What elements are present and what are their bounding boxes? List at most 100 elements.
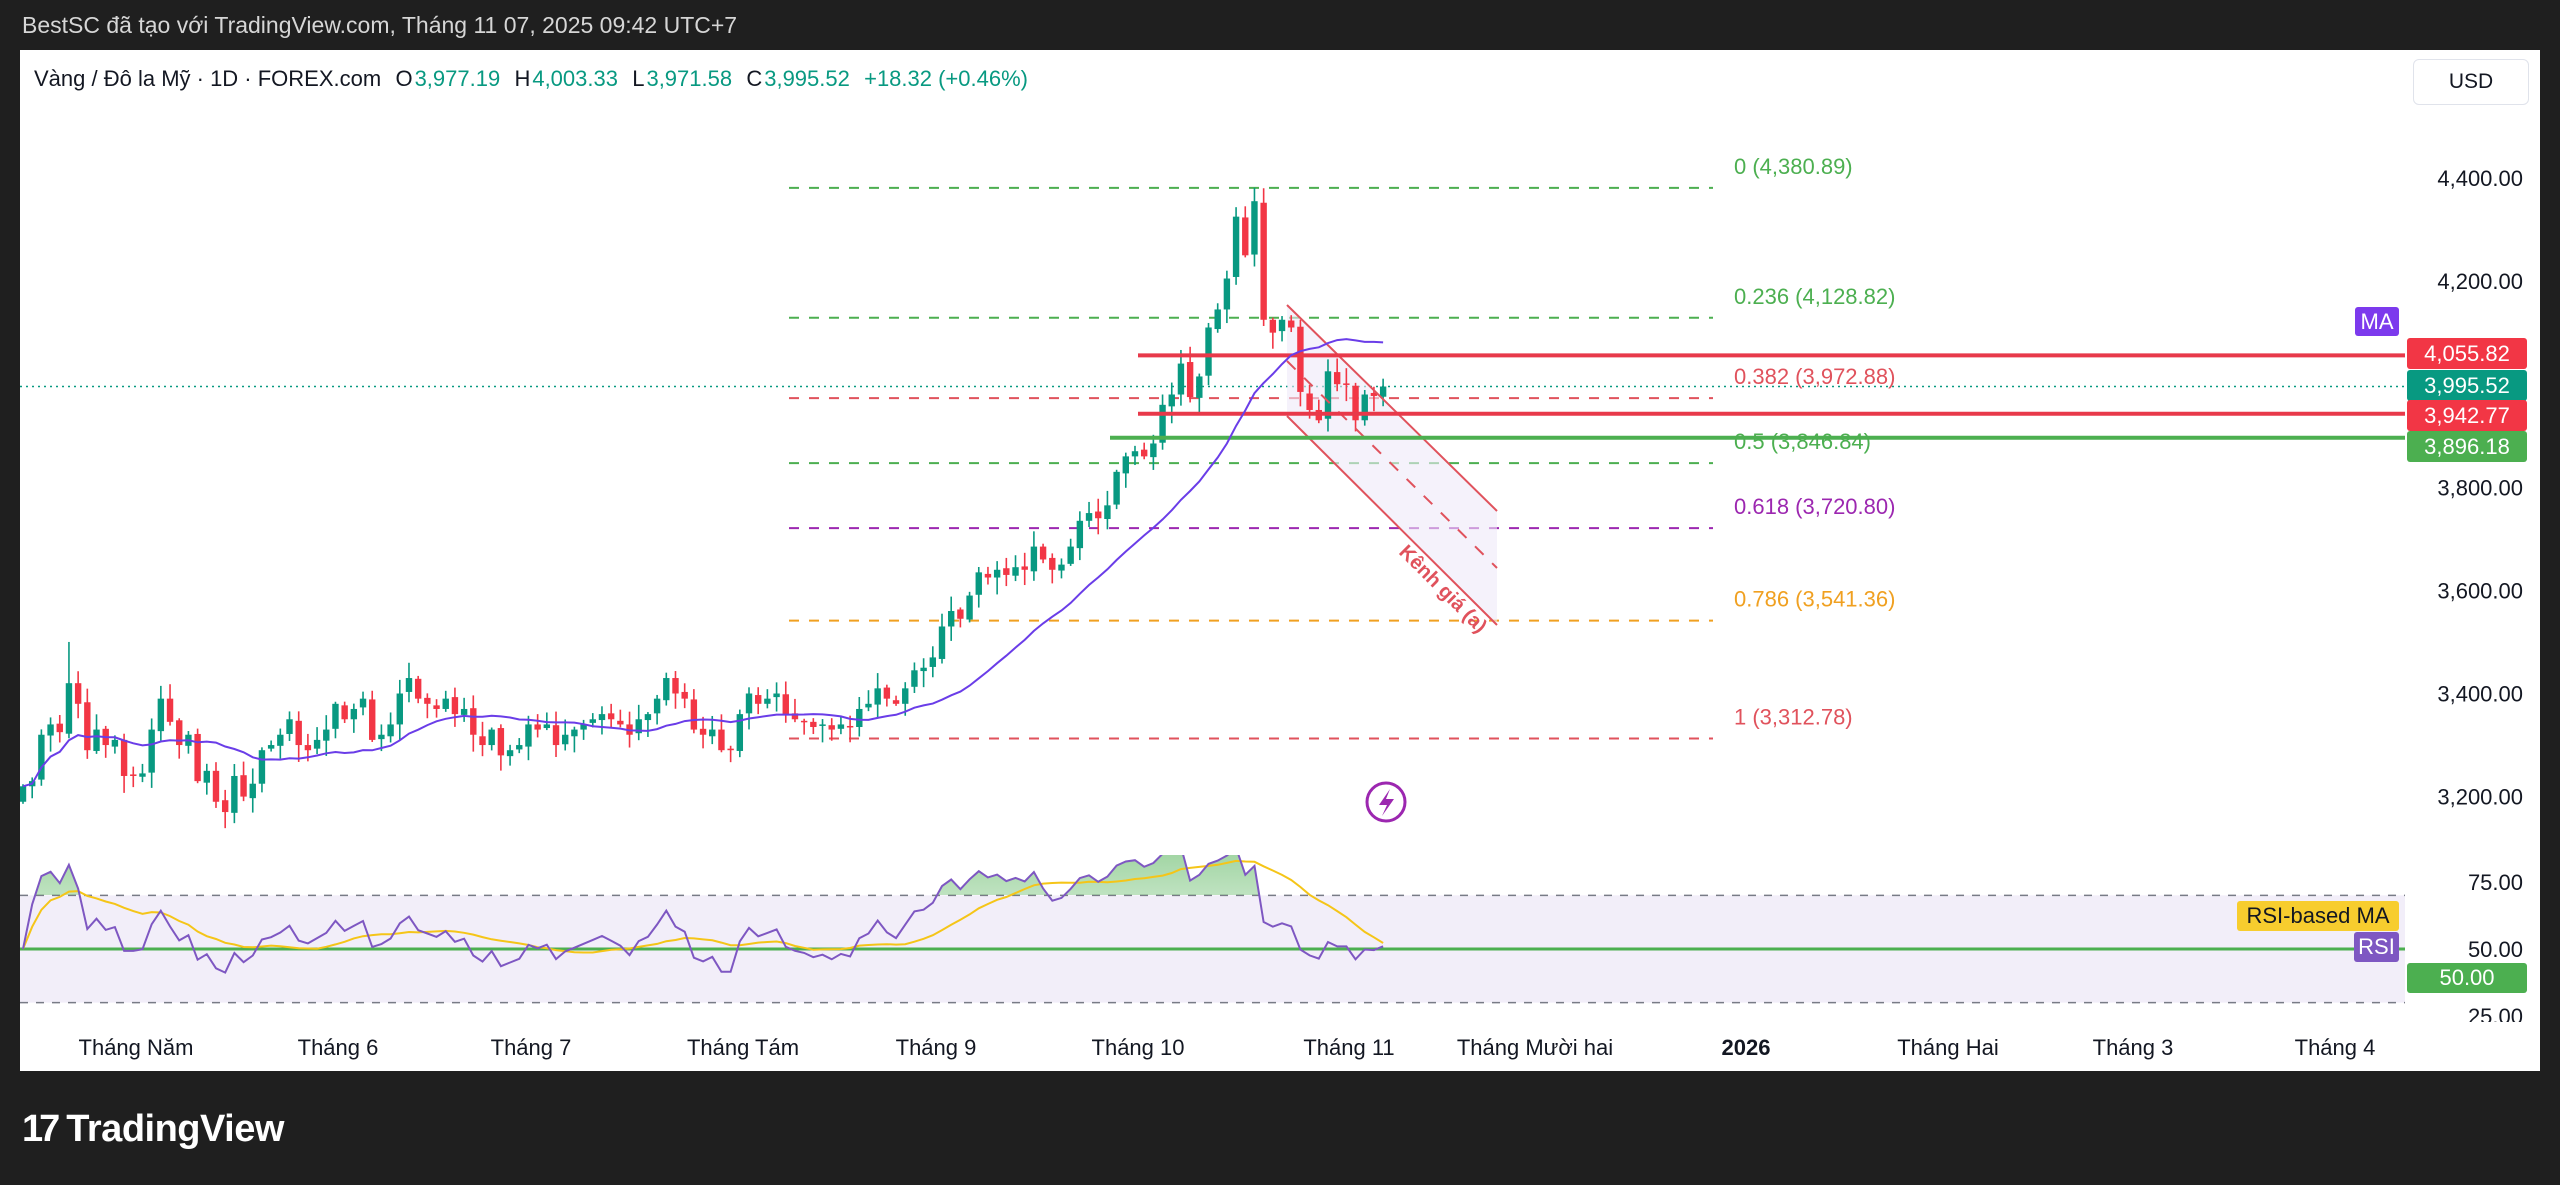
- candle-body: [525, 724, 532, 747]
- candle-body: [699, 728, 707, 735]
- chart-caption: BestSC đã tạo với TradingView.com, Tháng…: [22, 12, 738, 38]
- ma-badge: MA: [2355, 307, 2399, 336]
- candles: [20, 187, 1387, 829]
- candle-body: [433, 705, 440, 709]
- time-axis-label: Tháng 10: [1092, 1035, 1185, 1060]
- candle-body: [258, 750, 266, 784]
- candle-body: [166, 698, 174, 722]
- candle-body: [1343, 383, 1350, 385]
- candle-body: [47, 724, 54, 736]
- candle-body: [571, 729, 578, 737]
- candle-body: [681, 691, 688, 699]
- candle-body: [920, 667, 927, 672]
- candle-body: [819, 724, 826, 726]
- candle-body: [782, 694, 789, 715]
- tradingview-logo[interactable]: 17 TradingView: [22, 1108, 284, 1151]
- candle-body: [1196, 376, 1203, 398]
- candle-body: [800, 720, 808, 723]
- candle-body: [332, 703, 339, 729]
- candle-body: [1058, 564, 1065, 571]
- candle-body: [984, 573, 992, 578]
- candle-body: [1168, 394, 1175, 407]
- candle-body: [580, 724, 587, 730]
- axis-mask: [2406, 1022, 2540, 1036]
- candle-body: [957, 609, 964, 619]
- candle-body: [359, 698, 367, 708]
- price-axis-label: 3,200.00: [2437, 785, 2523, 810]
- candle-body: [65, 683, 73, 734]
- candle-body: [975, 572, 982, 595]
- candle-body: [470, 708, 477, 735]
- candle-body: [74, 683, 82, 704]
- candle-body: [369, 699, 376, 740]
- rsi-overbought-fill: [35, 855, 1260, 895]
- low-label: L: [632, 66, 645, 91]
- candle-body: [883, 687, 891, 699]
- candle-body: [1030, 546, 1038, 572]
- candle-body: [93, 729, 100, 751]
- fib-level-label: 0.382 (3,972.88): [1734, 364, 1895, 389]
- price-axis-label: 4,200.00: [2437, 269, 2523, 294]
- candle-body: [966, 595, 973, 620]
- candle-body: [1104, 505, 1111, 520]
- time-axis-label: Tháng 3: [2093, 1035, 2174, 1060]
- candle-body: [1324, 371, 1332, 419]
- fib-level-label: 0.236 (4,128.82): [1734, 284, 1895, 309]
- price-channel-upper: [1286, 304, 1498, 512]
- candle-body: [690, 699, 698, 730]
- candle-body: [350, 708, 358, 720]
- candle-body: [1159, 404, 1166, 443]
- candle-body: [1251, 201, 1258, 255]
- candle-body: [892, 700, 900, 704]
- price-channel-lower: [1286, 415, 1498, 626]
- candle-body: [341, 705, 348, 720]
- candle-body: [313, 739, 321, 749]
- candle-body: [157, 698, 165, 732]
- currency-button[interactable]: USD: [2413, 59, 2529, 105]
- moving-average-line: [22, 338, 1384, 788]
- fib-level-label: 0 (4,380.89): [1734, 154, 1853, 179]
- candle-body: [534, 724, 541, 730]
- candle-body: [203, 770, 210, 783]
- symbol-legend: Vàng / Đô la Mỹ · 1D · FOREX.com O3,977.…: [34, 66, 1030, 92]
- candle-body: [1131, 451, 1139, 457]
- last-price-badge: 3,995.52: [2407, 370, 2527, 401]
- candle-body: [828, 725, 835, 730]
- candle-body: [378, 734, 385, 740]
- candle-body: [911, 670, 918, 687]
- candle-body: [552, 725, 560, 746]
- fib-level-label: 0.5 (3,846.84): [1734, 429, 1871, 454]
- time-axis-label: Tháng 4: [2295, 1035, 2376, 1060]
- rsi-pane: [20, 855, 2405, 1004]
- candle-body: [929, 657, 937, 667]
- candle-body: [56, 723, 63, 733]
- candle-body: [479, 736, 486, 746]
- candle-body: [562, 734, 569, 745]
- candle-body: [745, 693, 753, 714]
- symbol-title[interactable]: Vàng / Đô la Mỹ · 1D · FOREX.com: [34, 66, 382, 91]
- candle-body: [405, 678, 413, 692]
- candle-body: [1085, 513, 1093, 521]
- candle-body: [1012, 567, 1019, 576]
- candle-body: [672, 678, 679, 694]
- candle-body: [1186, 362, 1194, 398]
- candle-body: [414, 678, 422, 699]
- time-axis-label: Tháng Mười hai: [1457, 1035, 1613, 1060]
- candle-body: [607, 713, 615, 720]
- candle-body: [1150, 443, 1157, 458]
- price-channel-mid: [1286, 360, 1498, 569]
- candle-body: [176, 720, 183, 746]
- candle-body: [635, 719, 642, 734]
- candle-body: [323, 729, 330, 741]
- candle-body: [1278, 319, 1286, 332]
- fib-level-label: 0.618 (3,720.80): [1734, 494, 1895, 519]
- time-axis-label: 2026: [1722, 1035, 1771, 1060]
- candle-body: [727, 748, 734, 751]
- change-value: +18.32 (+0.46%): [864, 66, 1028, 91]
- candle-body: [396, 693, 403, 725]
- candle-body: [516, 745, 523, 750]
- drawings-back: 0 (4,380.89) 0.236 (4,128.82) 0.382 (3,972…: [20, 154, 2405, 740]
- candle-body: [736, 714, 744, 751]
- candle-body: [846, 725, 854, 728]
